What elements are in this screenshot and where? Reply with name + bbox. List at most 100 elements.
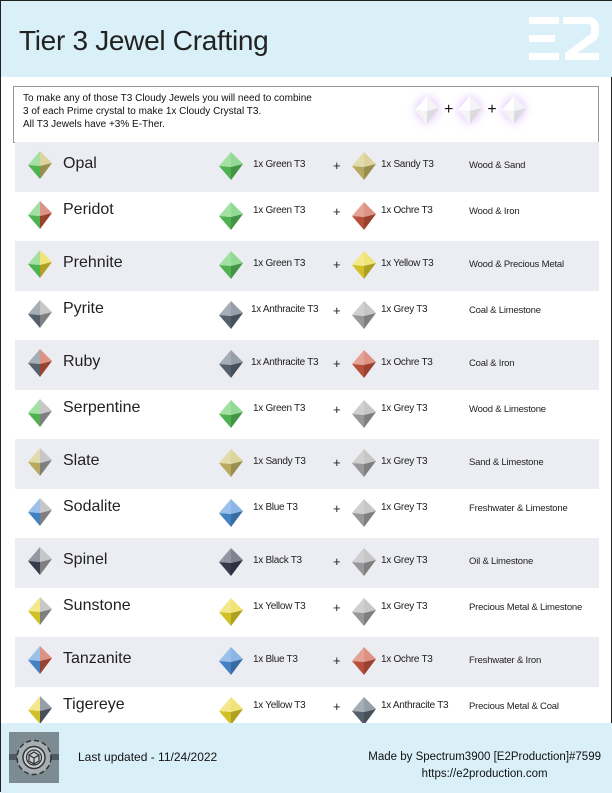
crystal-icon (352, 597, 376, 626)
jewel-icon (28, 250, 52, 278)
jewel-row: Spinel 1x Black T3 + 1x Grey T3 Oil & Lime… (15, 538, 599, 588)
ingredient-2: 1x Grey T3 (381, 600, 428, 612)
jewel-icon (28, 299, 52, 328)
jewel-icon (28, 151, 52, 179)
ingredient-1: 1x Green T3 (253, 402, 306, 414)
crystal-icon (352, 498, 376, 527)
header: Tier 3 Jewel Crafting (1, 1, 612, 77)
crystal-icon (219, 152, 243, 180)
jewel-name: Prehnite (63, 254, 123, 271)
gear-cube-icon (9, 732, 59, 783)
cloudy-crystal-icon (501, 96, 526, 124)
info-line: 3 of each Prime crystal to make 1x Cloud… (23, 106, 262, 117)
ingredient-1: 1x Green T3 (253, 204, 306, 216)
resource-types: Sand & Limestone (469, 457, 544, 468)
website-link[interactable]: https://e2production.com (421, 768, 548, 780)
jewel-row: Prehnite 1x Green T3 + 1x Yellow T3 Wood &… (15, 241, 599, 291)
plus-sign: + (333, 653, 341, 668)
ingredient-2: 1x Ochre T3 (381, 204, 433, 216)
plus-sign: + (333, 599, 341, 615)
ingredient-2: 1x Anthracite T3 (381, 699, 449, 711)
ingredient-2: 1x Grey T3 (381, 555, 428, 566)
plus-sign: + (333, 698, 341, 714)
plus-sign: + (333, 500, 341, 516)
plus-sign: + (333, 158, 341, 173)
last-updated: Last updated - 11/24/2022 (78, 750, 218, 764)
resource-types: Oil & Limestone (469, 556, 534, 567)
plus-sign: + (444, 101, 454, 118)
crystal-icon (219, 498, 243, 527)
ingredient-1: 1x Black T3 (253, 555, 302, 566)
jewel-row: Pyrite 1x Anthracite T3 + 1x Grey T3 Coal … (15, 291, 599, 341)
jewel-row: Opal 1x Green T3 + 1x Sandy T3 Wood & Sand (15, 142, 599, 192)
info-box: To make any of those T3 Cloudy Jewels yo… (13, 86, 599, 143)
jewel-name: Peridot (63, 200, 114, 218)
resource-types: Precious Metal & Limestone (469, 601, 583, 613)
ingredient-1: 1x Anthracite T3 (251, 357, 319, 368)
plus-sign: + (333, 203, 341, 219)
plus-sign: + (333, 302, 341, 318)
footer: Last updated - 11/24/2022 Made by Spectr… (1, 723, 612, 793)
crystal-icon (352, 449, 376, 477)
ingredient-1: 1x Blue T3 (253, 501, 298, 513)
plus-sign: + (487, 101, 497, 118)
ingredient-2: 1x Ochre T3 (381, 357, 433, 368)
ingredient-1: 1x Green T3 (253, 258, 306, 269)
plus-sign: + (333, 401, 341, 417)
resource-types: Wood & Precious Metal (469, 259, 564, 270)
crystal-icon (219, 647, 243, 675)
jewel-icon (28, 349, 52, 377)
cloudy-crystal-icon (415, 96, 439, 124)
crystal-icon (352, 548, 376, 576)
info-line: All T3 Jewels have +3% E-Ther. (23, 119, 165, 130)
jewel-name: Pyrite (63, 299, 104, 317)
jewel-row: Ruby 1x Anthracite T3 + 1x Ochre T3 Coal &… (15, 340, 599, 390)
resource-types: Precious Metal & Coal (469, 700, 559, 712)
jewel-table: Opal 1x Green T3 + 1x Sandy T3 Wood & Sand… (15, 142, 599, 736)
ingredient-1: 1x Yellow T3 (253, 600, 306, 612)
plus-sign: + (333, 455, 341, 470)
jewel-row: Sunstone 1x Yellow T3 + 1x Grey T3 Preciou… (15, 588, 599, 638)
cloudy-crystal-icon (458, 96, 483, 124)
resource-types: Coal & Iron (469, 358, 515, 369)
info-line: To make any of those T3 Cloudy Jewels yo… (23, 93, 312, 104)
crystal-icon (219, 696, 243, 725)
crystal-icon (352, 201, 376, 230)
jewel-name: Sodalite (63, 497, 121, 515)
resource-types: Freshwater & Iron (469, 655, 542, 666)
jewel-icon (28, 547, 52, 575)
jewel-icon (28, 448, 52, 476)
jewel-icon (28, 596, 52, 625)
jewel-row: Slate 1x Sandy T3 + 1x Grey T3 Sand & Lime… (15, 439, 599, 489)
crystal-icon (219, 350, 243, 378)
crystal-icon (352, 251, 376, 279)
crystal-icon (219, 548, 243, 576)
ingredient-2: 1x Ochre T3 (381, 654, 433, 665)
ingredient-1: 1x Blue T3 (253, 654, 298, 665)
ingredient-2: 1x Grey T3 (381, 456, 428, 467)
resource-types: Wood & Limestone (469, 403, 546, 415)
crystal-icon (352, 350, 376, 378)
crystal-icon (219, 449, 243, 477)
crystal-icon (352, 300, 376, 329)
ingredient-2: 1x Sandy T3 (381, 159, 434, 170)
crystal-icon (352, 152, 376, 180)
jewel-icon (28, 200, 52, 229)
ingredient-2: 1x Grey T3 (381, 402, 428, 414)
crystal-icon (352, 647, 376, 675)
plus-sign: + (333, 356, 341, 371)
resource-types: Wood & Sand (469, 160, 526, 171)
jewel-name: Opal (63, 155, 97, 172)
credits: Made by Spectrum3900 [E2Production]#7599… (368, 749, 601, 783)
ingredient-2: 1x Grey T3 (381, 303, 428, 315)
jewel-name: Spinel (63, 551, 108, 568)
jewel-row: Serpentine 1x Green T3 + 1x Grey T3 Wood &… (15, 390, 599, 440)
jewel-name: Tanzanite (63, 650, 132, 667)
jewel-row: Tanzanite 1x Blue T3 + 1x Ochre T3 Freshwa… (15, 637, 599, 687)
jewel-icon (28, 398, 52, 427)
cloudy-crystal-recipe: + + (414, 95, 527, 125)
crystal-icon (219, 597, 243, 626)
jewel-icon (28, 497, 52, 526)
ingredient-1: 1x Anthracite T3 (251, 303, 319, 315)
crystal-icon (219, 201, 243, 230)
